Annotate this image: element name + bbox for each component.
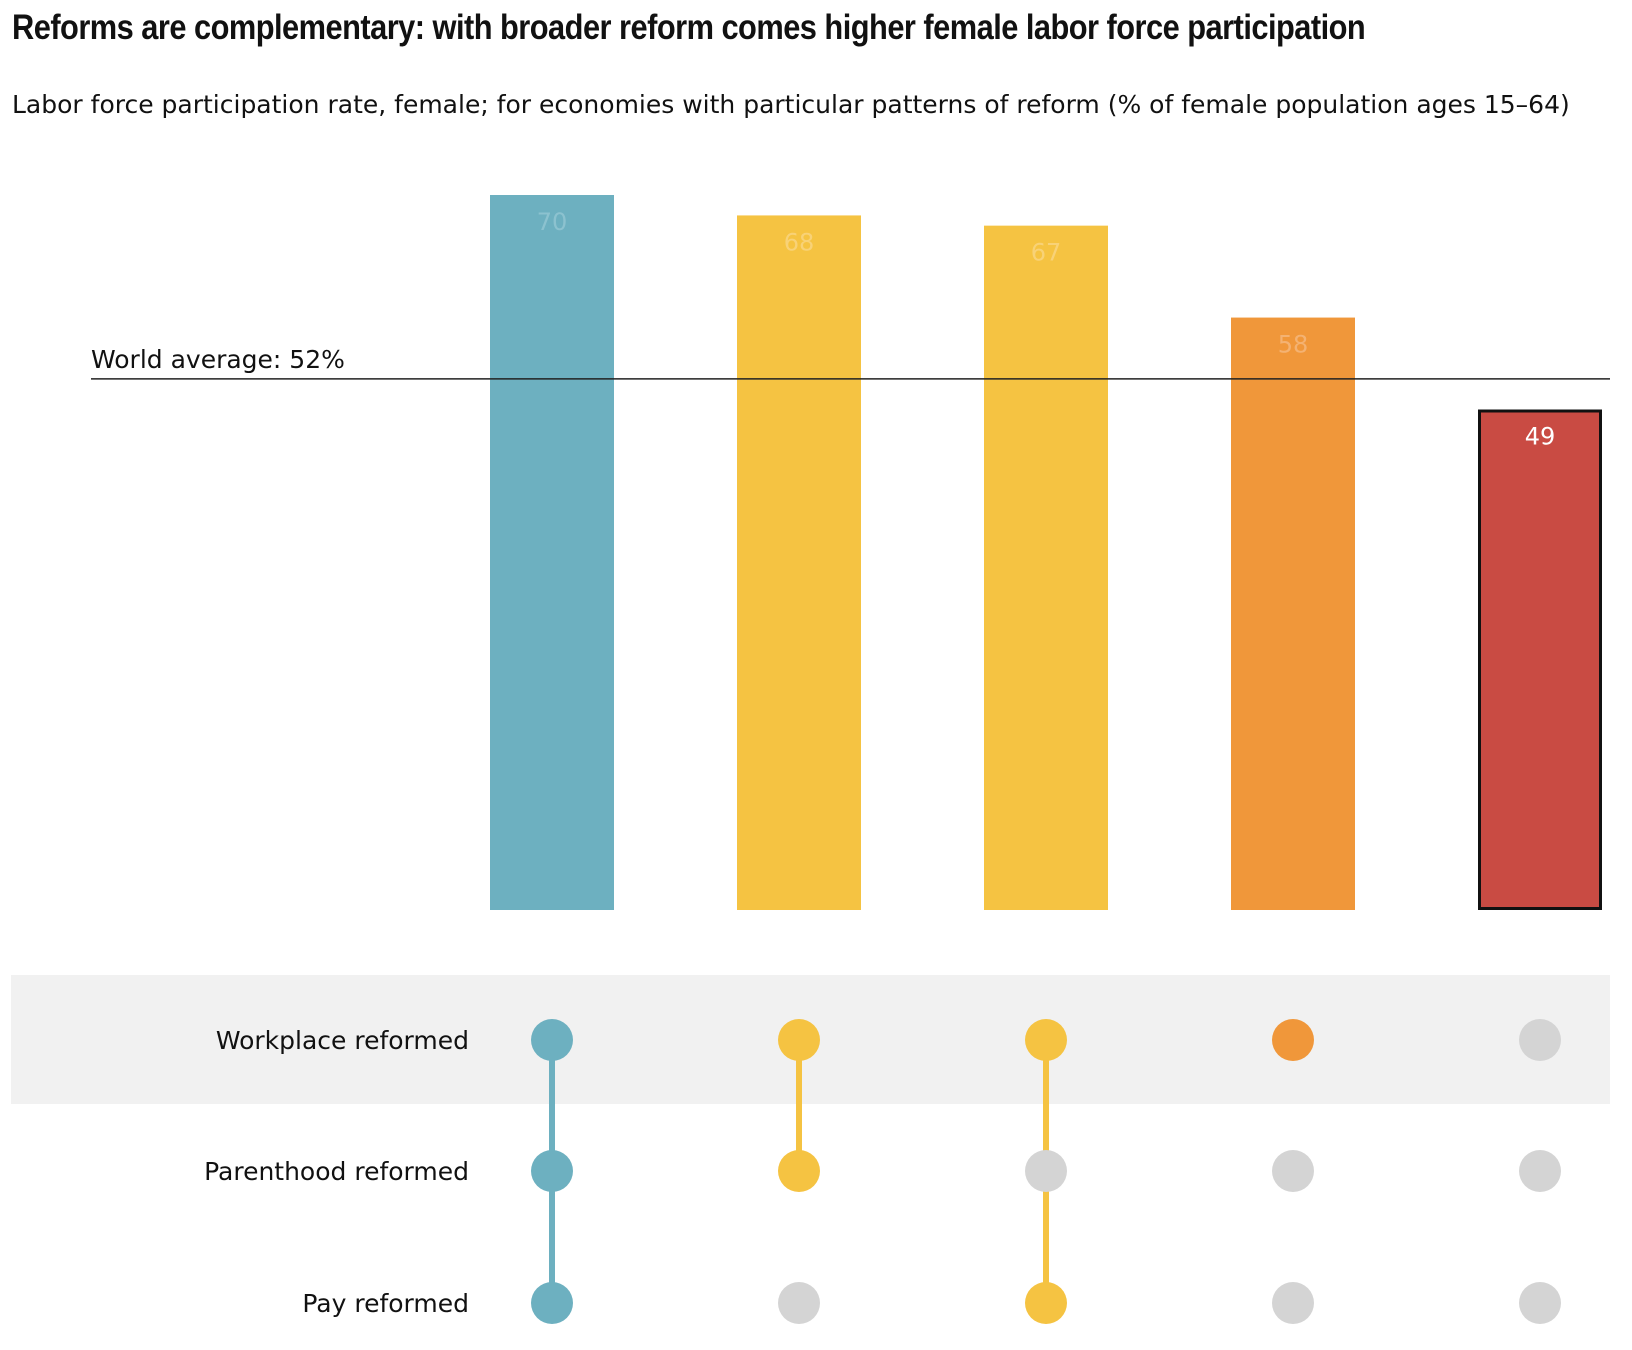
bar-5[interactable] xyxy=(1478,409,1602,910)
chart-subtitle: Labor force participation rate, female; … xyxy=(12,90,1570,119)
matrix-dot-2-2 xyxy=(778,1150,820,1192)
matrix-dot-5-2 xyxy=(1519,1150,1561,1192)
matrix-row-label-2: Parenthood reformed xyxy=(204,1157,469,1186)
matrix-dot-4-2 xyxy=(1272,1150,1314,1192)
matrix-dot-2-1 xyxy=(778,1019,820,1061)
bar-value-label-3: 67 xyxy=(1031,239,1062,267)
world-average-label: World average: 52% xyxy=(91,345,345,374)
bar-value-label-5: 49 xyxy=(1525,423,1556,451)
bar-value-label-4: 58 xyxy=(1278,331,1309,359)
bar-3[interactable] xyxy=(984,225,1108,911)
matrix-dot-5-3 xyxy=(1519,1282,1561,1324)
matrix-dot-4-1 xyxy=(1272,1019,1314,1061)
matrix-dot-1-1 xyxy=(531,1019,573,1061)
bar-4[interactable] xyxy=(1231,317,1355,911)
bar-1[interactable] xyxy=(490,195,614,910)
matrix-dot-4-3 xyxy=(1272,1282,1314,1324)
matrix-row-label-3: Pay reformed xyxy=(302,1289,469,1318)
matrix-row-label-1: Workplace reformed xyxy=(216,1026,469,1055)
matrix-dot-2-3 xyxy=(778,1282,820,1324)
bar-value-label-1: 70 xyxy=(537,208,568,236)
matrix-dot-3-3 xyxy=(1025,1282,1067,1324)
matrix-dot-1-3 xyxy=(531,1282,573,1324)
bar-2[interactable] xyxy=(737,215,861,910)
chart-title: Reforms are complementary: with broader … xyxy=(12,8,1366,47)
matrix-dot-3-1 xyxy=(1025,1019,1067,1061)
matrix-dot-1-2 xyxy=(531,1150,573,1192)
bar-value-label-2: 68 xyxy=(784,228,815,256)
matrix-dot-3-2 xyxy=(1025,1150,1067,1192)
matrix-dot-5-1 xyxy=(1519,1019,1561,1061)
